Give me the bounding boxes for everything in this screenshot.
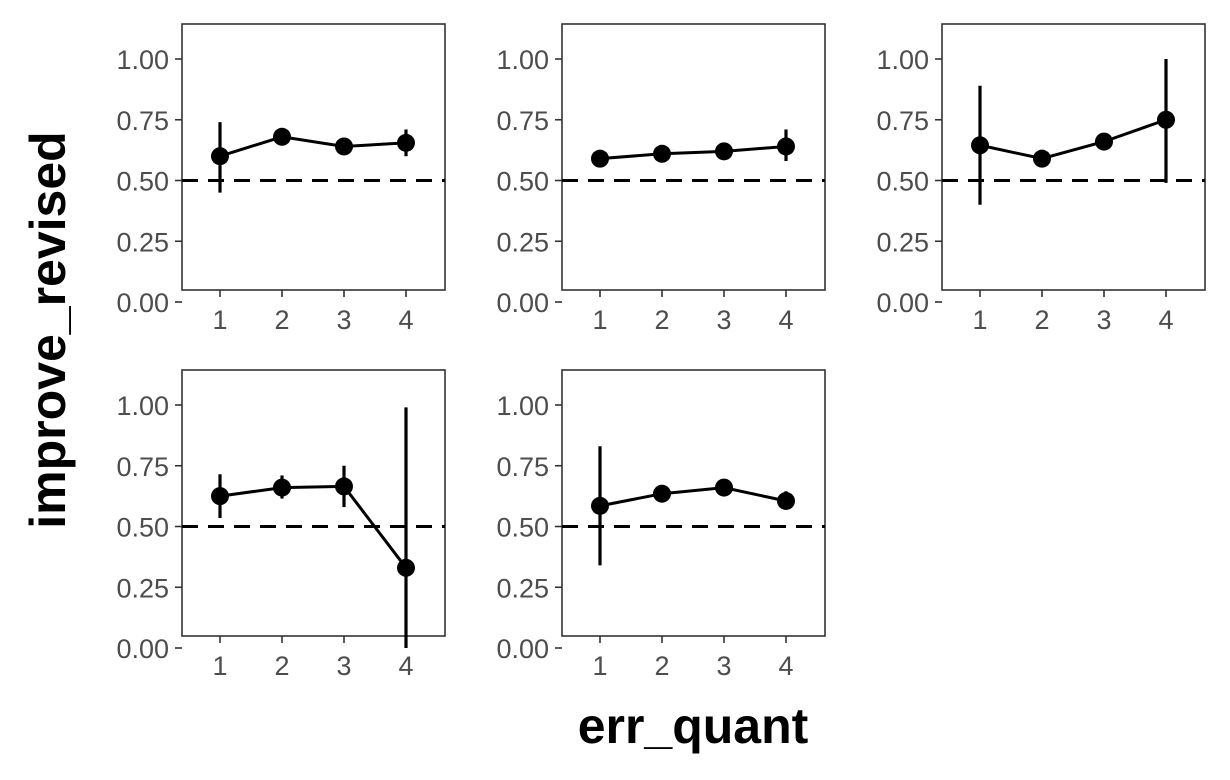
data-point bbox=[273, 127, 291, 146]
data-point bbox=[273, 478, 291, 497]
x-tick-label: 2 bbox=[654, 305, 669, 335]
series-line bbox=[599, 486, 787, 508]
panel-5: 0.00 0.25 0.50 0.75 1.00 1 2 3 4 bbox=[496, 369, 826, 681]
data-point bbox=[211, 487, 229, 506]
panel-frame bbox=[941, 23, 1206, 291]
x-tick-label: 3 bbox=[716, 305, 731, 335]
x-tick-label: 1 bbox=[592, 305, 607, 335]
x-tick-label: 4 bbox=[778, 651, 793, 681]
x-tick-label: 2 bbox=[274, 305, 289, 335]
panel-2: 0.00 0.25 0.50 0.75 1.00 1 2 3 4 bbox=[496, 23, 826, 335]
y-tick-label: 0.00 bbox=[116, 288, 169, 318]
data-point bbox=[591, 149, 609, 168]
y-tick-label: 1.00 bbox=[116, 391, 169, 421]
y-tick-label: 0.75 bbox=[876, 106, 929, 136]
data-point bbox=[335, 477, 353, 496]
data-point bbox=[1157, 110, 1175, 129]
data-point bbox=[653, 484, 671, 503]
y-tick-label: 1.00 bbox=[496, 391, 549, 421]
x-tick-label: 2 bbox=[654, 651, 669, 681]
data-point bbox=[653, 144, 671, 163]
y-tick-label: 0.75 bbox=[496, 106, 549, 136]
x-tick-label: 4 bbox=[778, 305, 793, 335]
y-tick-label: 0.25 bbox=[496, 227, 549, 257]
x-tick-label: 3 bbox=[336, 651, 351, 681]
series-line bbox=[979, 118, 1167, 161]
panel-1: 0.00 0.25 0.50 0.75 1.00 1 2 3 4 bbox=[116, 23, 446, 335]
data-point bbox=[777, 137, 795, 156]
data-point bbox=[715, 142, 733, 161]
x-tick-label: 1 bbox=[212, 305, 227, 335]
x-tick-label: 4 bbox=[1158, 305, 1173, 335]
y-tick-label: 0.00 bbox=[496, 288, 549, 318]
x-tick-label: 1 bbox=[972, 305, 987, 335]
y-tick-label: 0.75 bbox=[116, 106, 169, 136]
series-line bbox=[219, 135, 407, 158]
x-tick-label: 2 bbox=[274, 651, 289, 681]
panel-frame bbox=[181, 369, 446, 637]
x-tick-label: 3 bbox=[336, 305, 351, 335]
series-line bbox=[599, 144, 787, 161]
y-tick-label: 0.25 bbox=[496, 573, 549, 603]
y-tick-label: 0.50 bbox=[116, 167, 169, 197]
y-tick-label: 0.25 bbox=[116, 227, 169, 257]
y-tick-label: 0.50 bbox=[496, 513, 549, 543]
y-tick-label: 0.00 bbox=[496, 634, 549, 664]
y-tick-label: 0.50 bbox=[876, 167, 929, 197]
data-point bbox=[335, 137, 353, 156]
y-tick-label: 1.00 bbox=[876, 45, 929, 75]
data-point bbox=[211, 147, 229, 166]
y-tick-label: 0.50 bbox=[116, 513, 169, 543]
x-axis-title: err_quant bbox=[578, 698, 809, 754]
x-tick-label: 3 bbox=[1096, 305, 1111, 335]
panel-4: 0.00 0.25 0.50 0.75 1.00 1 2 3 4 bbox=[116, 369, 446, 681]
y-tick-label: 0.50 bbox=[496, 167, 549, 197]
data-point bbox=[1033, 149, 1051, 168]
panel-3: 0.00 0.25 0.50 0.75 1.00 1 2 3 4 bbox=[876, 23, 1206, 335]
y-axis-title: improve_revised bbox=[20, 131, 76, 528]
y-tick-label: 1.00 bbox=[116, 45, 169, 75]
y-tick-label: 1.00 bbox=[496, 45, 549, 75]
y-tick-label: 0.25 bbox=[876, 227, 929, 257]
data-point bbox=[591, 496, 609, 515]
data-point bbox=[1095, 132, 1113, 151]
data-point bbox=[777, 491, 795, 510]
x-tick-label: 4 bbox=[398, 651, 413, 681]
x-tick-label: 4 bbox=[398, 305, 413, 335]
data-point bbox=[971, 136, 989, 155]
y-tick-label: 0.75 bbox=[116, 452, 169, 482]
x-tick-label: 1 bbox=[212, 651, 227, 681]
data-point bbox=[397, 133, 415, 152]
x-tick-label: 3 bbox=[716, 651, 731, 681]
x-tick-label: 2 bbox=[1034, 305, 1049, 335]
y-tick-label: 0.25 bbox=[116, 573, 169, 603]
panels: 0.00 0.25 0.50 0.75 1.00 1 2 3 4 0.00 0.25 0.50 0.75… bbox=[116, 23, 1206, 681]
series-line bbox=[219, 484, 408, 569]
y-tick-label: 0.00 bbox=[116, 634, 169, 664]
data-point bbox=[715, 478, 733, 497]
x-tick-label: 1 bbox=[592, 651, 607, 681]
y-tick-label: 0.00 bbox=[876, 288, 929, 318]
y-tick-label: 0.75 bbox=[496, 452, 549, 482]
data-point bbox=[397, 558, 415, 577]
